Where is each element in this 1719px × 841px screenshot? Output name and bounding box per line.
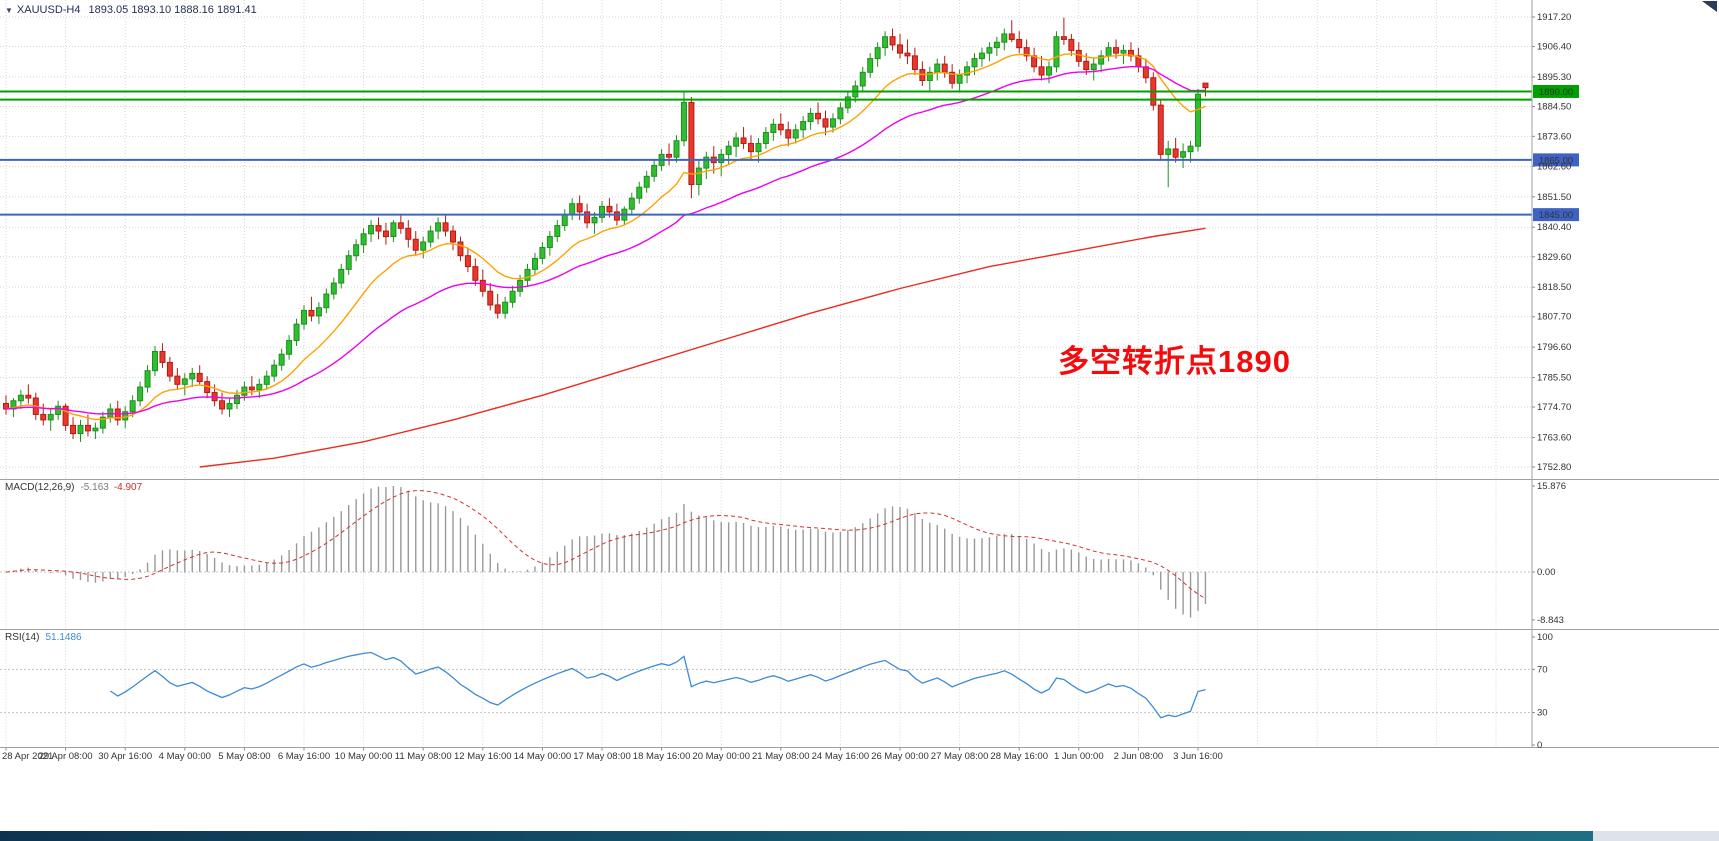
rsi-axis-label: 0 <box>1537 740 1542 751</box>
price-tick-label: 1840.40 <box>1537 222 1571 233</box>
rsi-name: RSI(14) <box>5 632 40 643</box>
price-tick-label: 1752.80 <box>1537 462 1571 473</box>
ma-medium-line <box>5 65 1206 415</box>
macd-indicator-label: MACD(12,26,9) -5.163 -4.907 <box>5 482 142 493</box>
price-tick-label: 1906.40 <box>1537 42 1571 53</box>
time-axis-label: 6 May 16:00 <box>278 751 330 762</box>
time-axis-label: 30 Apr 16:00 <box>98 751 152 762</box>
price-tick-label: 1851.50 <box>1537 192 1571 203</box>
window-edge-bar-light-segment <box>1593 831 1719 841</box>
rsi-indicator-label: RSI(14) 51.1486 <box>5 632 82 643</box>
macd-signal-line <box>5 490 1206 600</box>
axes <box>0 0 1719 751</box>
time-axis-label: 26 May 00:00 <box>871 751 929 762</box>
price-annotation-text[interactable]: 多空转折点1890 <box>1058 344 1291 379</box>
macd-main-value: -5.163 <box>80 482 109 493</box>
time-axis-label: 18 May 16:00 <box>633 751 691 762</box>
price-level-badge <box>1533 208 1579 222</box>
time-axis-label: 3 Jun 16:00 <box>1173 751 1223 762</box>
chart-shift-marker-icon[interactable] <box>1702 1 1717 12</box>
symbol-header: ▼ XAUUSD-H4 1893.05 1893.10 1888.16 1891.4… <box>5 4 257 16</box>
macd-panel <box>0 486 1532 618</box>
rsi-axis-label: 30 <box>1537 708 1548 719</box>
time-axis-label: 24 May 16:00 <box>812 751 870 762</box>
time-axis-label: 12 May 16:00 <box>454 751 512 762</box>
candles <box>3 17 1209 442</box>
macd-name: MACD(12,26,9) <box>5 482 75 493</box>
price-level-badge-label: 1890.00 <box>1539 87 1573 98</box>
macd-axis-label: -8.843 <box>1537 615 1564 626</box>
price-tick-label: 1796.60 <box>1537 342 1571 353</box>
quote-ohlc-values: 1893.05 1893.10 1888.16 1891.41 <box>88 4 257 16</box>
collapse-arrow-icon[interactable]: ▼ <box>5 6 13 15</box>
grid <box>0 0 1532 748</box>
rsi-panel <box>0 651 1532 719</box>
price-tick-label: 1895.30 <box>1537 72 1571 83</box>
price-level-badge-label: 1845.00 <box>1539 210 1573 221</box>
rsi-value: 51.1486 <box>45 632 82 643</box>
time-axis-label: 27 May 08:00 <box>931 751 989 762</box>
price-tick-label: 1884.50 <box>1537 102 1571 113</box>
price-tick-label: 1917.20 <box>1537 12 1571 23</box>
price-tick-label: 1807.70 <box>1537 312 1571 323</box>
rsi-line <box>109 651 1206 719</box>
time-axis-label: 17 May 08:00 <box>573 751 631 762</box>
time-axis-label: 2 Jun 08:00 <box>1114 751 1164 762</box>
time-axis-label: 20 May 00:00 <box>692 751 750 762</box>
price-tick-label: 1829.60 <box>1537 252 1571 263</box>
ma-fast-line <box>5 53 1206 421</box>
time-axis-label: 5 May 08:00 <box>218 751 270 762</box>
horizontal-level-lines[interactable] <box>0 84 1579 222</box>
macd-signal-value: -4.907 <box>113 482 143 493</box>
price-level-badge-label: 1865.00 <box>1539 155 1573 166</box>
price-tick-label: 1785.50 <box>1537 372 1571 383</box>
time-axis-label: 11 May 08:00 <box>395 751 452 762</box>
time-axis-label: 28 Apr 2021 <box>2 751 53 762</box>
time-axis-label: 4 May 00:00 <box>159 751 211 762</box>
macd-axis-label: 0.00 <box>1537 567 1556 578</box>
time-axis-label: 10 May 00:00 <box>335 751 393 762</box>
rsi-axis-label: 70 <box>1537 664 1548 675</box>
time-axis-label: 21 May 08:00 <box>752 751 810 762</box>
price-tick-label: 1873.60 <box>1537 131 1571 142</box>
moving-average-lines <box>5 53 1206 468</box>
price-tick-label: 1818.50 <box>1537 282 1571 293</box>
price-tick-label: 1862.60 <box>1537 161 1571 172</box>
macd-axis-label: 15.876 <box>1537 481 1566 492</box>
price-tick-label: 1763.60 <box>1537 432 1571 443</box>
time-axis-label: 28 May 16:00 <box>990 751 1048 762</box>
price-level-badge <box>1533 153 1579 167</box>
time-axis-label: 14 May 00:00 <box>514 751 572 762</box>
ma-slow-line <box>199 227 1206 468</box>
rsi-axis-label: 100 <box>1537 632 1553 643</box>
price-level-badge <box>1533 84 1579 98</box>
symbol-label: XAUUSD-H4 <box>16 4 81 16</box>
price-tick-label: 1774.70 <box>1537 402 1571 413</box>
window-edge-bar <box>0 831 1719 841</box>
time-axis-label: 1 Jun 00:00 <box>1054 751 1104 762</box>
time-axis-label: 29 Apr 08:00 <box>39 751 93 762</box>
